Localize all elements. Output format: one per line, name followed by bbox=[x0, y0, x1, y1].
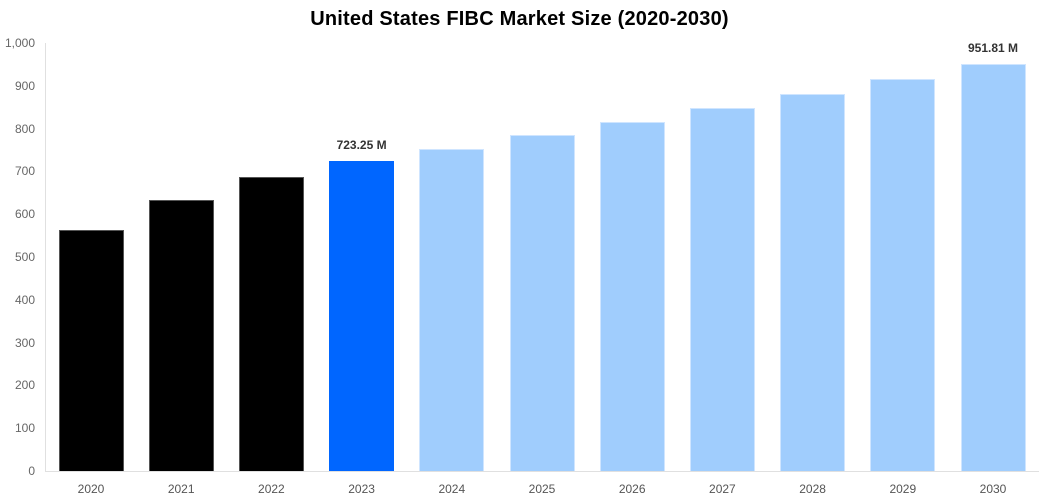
y-axis-line bbox=[45, 43, 46, 471]
data-label-2023: 723.25 M bbox=[336, 138, 387, 153]
y-tick-label: 0 bbox=[28, 464, 35, 478]
x-tick-label: 2020 bbox=[77, 482, 105, 496]
x-tick-label: 2024 bbox=[438, 482, 466, 496]
x-tick-label: 2021 bbox=[167, 482, 195, 496]
x-tick-label: 2029 bbox=[889, 482, 917, 496]
bar-2026[interactable] bbox=[599, 122, 665, 471]
bar-2022[interactable] bbox=[238, 176, 304, 471]
y-tick-label: 300 bbox=[14, 335, 35, 350]
bar-2028[interactable] bbox=[780, 94, 846, 471]
y-tick-label: 1,000 bbox=[4, 36, 35, 50]
y-tick-label: 900 bbox=[14, 78, 35, 93]
y-tick-label: 400 bbox=[14, 292, 35, 307]
y-tick-label: 700 bbox=[14, 164, 35, 179]
data-label-2030: 951.81 M bbox=[967, 40, 1019, 55]
y-tick-label: 500 bbox=[14, 250, 35, 264]
x-tick-label: 2022 bbox=[258, 482, 285, 496]
y-tick-label: 800 bbox=[14, 121, 35, 136]
bar-2025[interactable] bbox=[509, 135, 575, 471]
x-tick-label: 2027 bbox=[709, 482, 736, 496]
x-tick-label: 2025 bbox=[528, 482, 556, 496]
bar-2027[interactable] bbox=[689, 108, 755, 471]
bar-2023[interactable] bbox=[329, 161, 395, 471]
chart-title: United States FIBC Market Size (2020-203… bbox=[310, 8, 729, 30]
y-tick-label: 600 bbox=[14, 207, 35, 222]
x-tick-label: 2026 bbox=[618, 482, 646, 496]
x-tick-label: 2023 bbox=[348, 482, 375, 496]
x-axis-line bbox=[45, 471, 1039, 472]
bar-2024[interactable] bbox=[419, 149, 485, 471]
x-tick-label: 2028 bbox=[799, 482, 826, 496]
bar-2029[interactable] bbox=[870, 79, 936, 471]
y-tick-label: 200 bbox=[14, 378, 35, 393]
y-tick-label: 100 bbox=[14, 421, 35, 436]
bar-2021[interactable] bbox=[148, 200, 214, 471]
bar-2030[interactable] bbox=[960, 63, 1026, 471]
x-tick-label: 2030 bbox=[979, 482, 1007, 496]
bar-2020[interactable] bbox=[58, 229, 124, 471]
